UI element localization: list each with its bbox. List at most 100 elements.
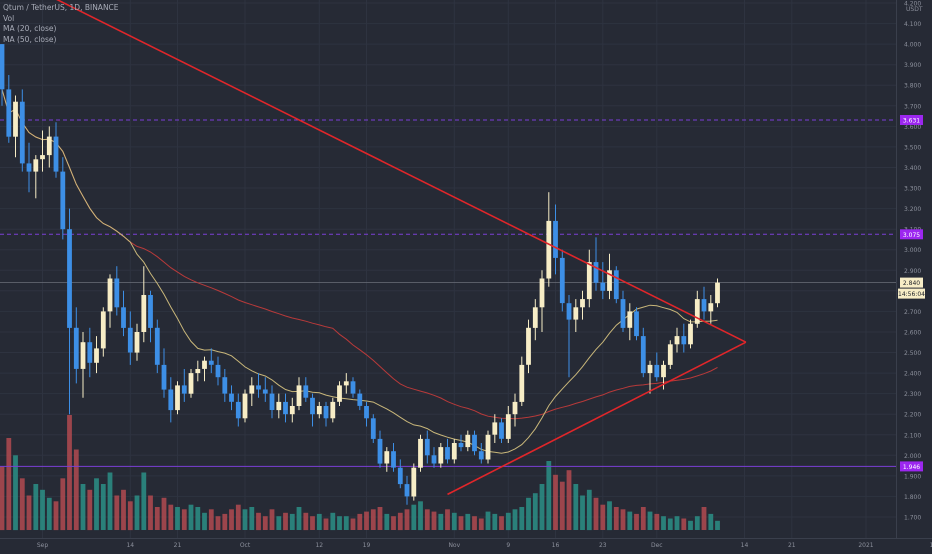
volume-bar — [438, 513, 444, 530]
candle-body — [377, 438, 383, 464]
volume-bar — [694, 516, 700, 530]
volume-bar — [67, 415, 72, 530]
price-tick-label: 3.600 — [904, 124, 921, 131]
price-tick-label: 2.700 — [904, 309, 921, 316]
price-tick-label: 3.200 — [904, 206, 921, 213]
candle-body — [694, 299, 700, 324]
candle-body — [465, 434, 471, 448]
volume-bar — [661, 516, 666, 530]
price-axis-bg — [896, 0, 932, 550]
candle-body — [181, 385, 187, 394]
candle-body — [303, 385, 309, 398]
countdown-label: 14:56:04 — [898, 291, 925, 298]
candles — [0, 44, 720, 505]
price-tick-label: 2.300 — [904, 391, 921, 398]
candle-body — [411, 467, 417, 497]
volume-bar — [715, 520, 720, 530]
ma50-legend[interactable]: MA (50, close) — [3, 34, 57, 44]
time-tick-label: 11 — [930, 542, 932, 549]
price-tick-label: 2.500 — [904, 350, 921, 357]
volume-bar — [60, 478, 66, 531]
time-tick-label: Dec — [651, 542, 663, 549]
volume-bar — [573, 484, 579, 530]
volume-bar — [330, 512, 336, 531]
price-tick-label: 2.000 — [904, 453, 921, 460]
volume-bar — [134, 495, 140, 530]
candle-body — [87, 342, 93, 363]
candle-body — [249, 385, 255, 394]
triangle-trendlines[interactable] — [2, 0, 747, 496]
candle-body — [13, 101, 18, 137]
volume-bar — [647, 511, 653, 530]
candle-body — [573, 307, 579, 320]
candle-body — [634, 311, 639, 337]
candle-body — [73, 327, 79, 369]
candle-body — [593, 262, 599, 283]
volume-bar — [465, 513, 471, 530]
volume-bar — [276, 516, 282, 530]
volume-bar — [532, 493, 538, 530]
candle-body — [229, 393, 234, 402]
price-tick-label: 4.200 — [904, 1, 921, 8]
volume-bar — [593, 497, 599, 530]
volume-bar — [526, 497, 531, 530]
candle-body — [256, 385, 261, 390]
ma20-legend[interactable]: MA (20, close) — [3, 24, 57, 33]
volume-bar — [377, 507, 383, 530]
candle-body — [175, 385, 180, 411]
volume-legend[interactable]: Vol — [3, 13, 15, 23]
grid — [0, 0, 896, 538]
volume-bar — [215, 516, 221, 530]
volume-bar — [391, 516, 396, 530]
volume-bar — [114, 495, 120, 530]
volume-bar — [701, 507, 707, 530]
price-axis[interactable]: 4.200 4.100 4.000 3.900 3.800 3.700 3.600 3.500… — [896, 0, 932, 550]
price-tick-label: 4.000 — [904, 42, 921, 49]
candle-body — [512, 401, 518, 415]
candle-body — [141, 295, 147, 332]
candle-body — [127, 327, 133, 353]
candle-body — [215, 364, 221, 378]
volume-bar — [269, 509, 275, 530]
time-axis[interactable]: Sep 14 21 Oct 12 19 Nov 9 16 23 Dec 14 21 2021 11 — [0, 538, 932, 550]
candle-body — [40, 155, 45, 160]
candle-body — [94, 348, 99, 363]
volume-bar — [364, 511, 369, 530]
volume-bar — [6, 438, 12, 530]
symbol-title[interactable]: Qtum / TetherUS, 1D, BINANCE — [3, 3, 119, 12]
candle-body — [235, 401, 241, 419]
volume-bar — [458, 516, 464, 530]
volume-bar — [546, 461, 552, 530]
volume-bar — [323, 518, 329, 530]
candle-body — [337, 385, 342, 402]
candle-body — [553, 220, 558, 258]
volume-bar — [53, 501, 59, 531]
volume-bar — [80, 484, 86, 530]
volume-bar — [512, 509, 518, 530]
volume-bar — [580, 495, 585, 530]
candle-body — [607, 270, 612, 291]
time-tick-label: 21 — [174, 542, 182, 549]
volume-bar — [127, 501, 133, 531]
price-tick-label: 3.400 — [904, 165, 921, 172]
candle-body — [647, 364, 653, 374]
candle-body — [559, 257, 565, 304]
volume-bar — [472, 516, 477, 530]
candle-body — [566, 303, 572, 320]
price-tick-label: 3.300 — [904, 186, 921, 193]
chart-legend: Qtum / TetherUS, 1D, BINANCE Vol MA (20,… — [3, 3, 119, 45]
time-tick-label: 14 — [741, 542, 749, 549]
candle-body — [613, 270, 619, 300]
volume-bar — [73, 449, 79, 530]
price-tick-label: 3.000 — [904, 247, 921, 254]
countdown-tag — [898, 288, 925, 299]
volume-bar — [161, 497, 167, 530]
volume-bar — [94, 478, 99, 531]
candle-body — [404, 484, 410, 497]
time-tick-label: 23 — [599, 542, 607, 549]
candle-body — [33, 159, 39, 172]
candle-body — [485, 434, 491, 460]
volume-bar — [242, 509, 248, 530]
